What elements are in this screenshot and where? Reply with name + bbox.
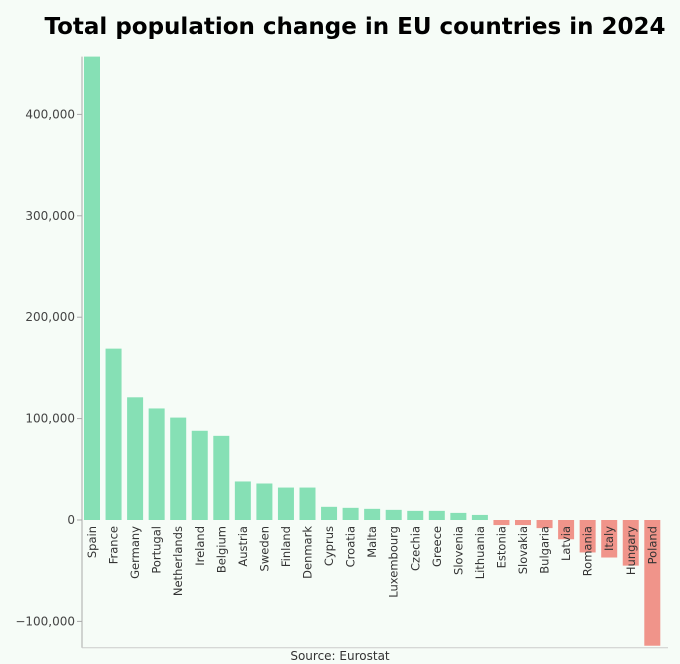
bar-bulgaria [536, 520, 553, 529]
x-tick-label: Malta [365, 526, 379, 558]
x-tick-label: Slovenia [451, 526, 465, 575]
x-tick-label: Denmark [301, 526, 315, 579]
x-tick-label: Belgium [214, 526, 228, 573]
x-tick-label: Romania [581, 526, 595, 576]
x-tick-label: Netherlands [171, 526, 185, 596]
bar-luxembourg [385, 509, 402, 520]
bar-slovakia [515, 520, 531, 526]
y-tick-label: 400,000 [25, 107, 75, 121]
bar-belgium [213, 435, 230, 520]
source-note: Source: Eurostat [290, 649, 390, 663]
x-tick-label: Poland [645, 526, 659, 564]
x-tick-label: Lithuania [473, 526, 487, 579]
x-tick-label: Luxembourg [387, 526, 401, 598]
bar-estonia [493, 520, 510, 526]
bar-france [105, 348, 122, 520]
x-tick-label: Italy [602, 526, 616, 551]
bar-italy [601, 520, 618, 558]
bar-romania [579, 520, 596, 553]
bar-austria [234, 481, 251, 520]
bar-ireland [191, 430, 208, 520]
bar-cyprus [321, 506, 338, 520]
bar-malta [364, 508, 381, 520]
x-tick-label: Finland [279, 526, 293, 567]
x-tick-label: Austria [236, 526, 250, 567]
bar-netherlands [170, 417, 187, 520]
bar-latvia [558, 520, 575, 540]
bar-finland [277, 487, 294, 520]
x-tick-label: Slovakia [516, 526, 530, 574]
x-tick-label: Germany [128, 526, 142, 579]
y-tick-label: 200,000 [25, 310, 75, 324]
x-tick-label: Bulgaria [538, 526, 552, 574]
bar-germany [127, 397, 144, 520]
bar-greece [428, 510, 445, 520]
y-tick-label: 0 [67, 513, 75, 527]
bar-slovenia [450, 512, 467, 520]
bar-portugal [148, 408, 165, 520]
bar-sweden [256, 483, 273, 520]
bar-czechia [407, 510, 424, 520]
bar-hungary [622, 520, 639, 566]
x-tick-label: Czechia [408, 526, 422, 571]
x-tick-label: Portugal [150, 526, 164, 574]
x-tick-label: Croatia [344, 526, 358, 567]
x-tick-label: Ireland [193, 526, 207, 566]
x-tick-label: Sweden [257, 526, 271, 571]
y-tick-label: 300,000 [25, 209, 75, 223]
x-tick-label: France [107, 526, 121, 564]
x-tick-label: Hungary [624, 526, 638, 575]
bar-poland [644, 520, 661, 646]
bar-croatia [342, 507, 359, 520]
bar-spain [84, 56, 100, 521]
x-tick-label: Spain [85, 526, 99, 558]
bar-denmark [299, 487, 316, 520]
x-tick-label: Estonia [494, 526, 508, 568]
bar-lithuania [471, 514, 488, 520]
x-tick-label: Greece [430, 526, 444, 567]
chart-title: Total population change in EU countries … [44, 14, 666, 40]
y-tick-label: −100,000 [15, 614, 75, 628]
x-tick-label: Cyprus [322, 526, 336, 566]
x-tick-label: Latvia [559, 526, 573, 561]
y-tick-label: 100,000 [25, 412, 75, 426]
